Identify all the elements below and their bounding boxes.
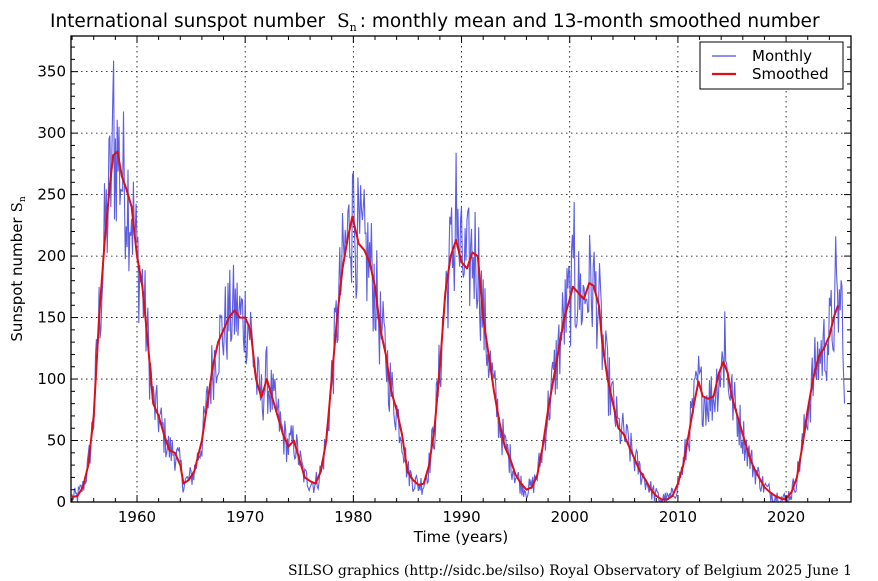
plot-area: [71, 60, 846, 503]
legend-label-smoothed: Smoothed: [752, 65, 829, 83]
legend-label-monthly: Monthly: [752, 47, 812, 65]
legend: Monthly Smoothed: [699, 41, 844, 90]
chart-title: International sunspot number Sn: monthly…: [50, 11, 820, 34]
x-tick-label: 2010: [659, 508, 697, 526]
x-tick-label: 2020: [767, 508, 805, 526]
y-tick-labels: 0 50 100 150 200 250 300 350: [37, 63, 66, 511]
x-tick-label: 1960: [118, 508, 156, 526]
y-tick-label: 150: [37, 309, 66, 327]
smoothed-series-line: [71, 150, 839, 501]
x-tick-labels: 1960 1970 1980 1990 2000 2010 2020: [118, 508, 805, 526]
x-tick-label: 1970: [226, 508, 264, 526]
y-tick-label: 250: [37, 186, 66, 204]
ticks: [71, 36, 852, 503]
monthly-series-line: [71, 60, 846, 503]
y-axis-label: Sunspot numberSn: [8, 196, 28, 342]
x-axis-label: Time (years): [413, 528, 508, 546]
y-tick-label: 50: [47, 432, 66, 450]
grid: [71, 36, 851, 502]
y-tick-label: 300: [37, 124, 66, 142]
credit-text: SILSO graphics (http://sidc.be/silso) Ro…: [288, 563, 852, 579]
x-tick-label: 1980: [334, 508, 372, 526]
y-tick-label: 0: [56, 493, 66, 511]
x-tick-label: 1990: [442, 508, 480, 526]
x-tick-label: 2000: [551, 508, 589, 526]
y-tick-label: 100: [37, 370, 66, 388]
y-tick-label: 200: [37, 247, 66, 265]
y-tick-label: 350: [37, 63, 66, 81]
legend-box: [699, 41, 844, 90]
axes-frame: [70, 35, 852, 503]
